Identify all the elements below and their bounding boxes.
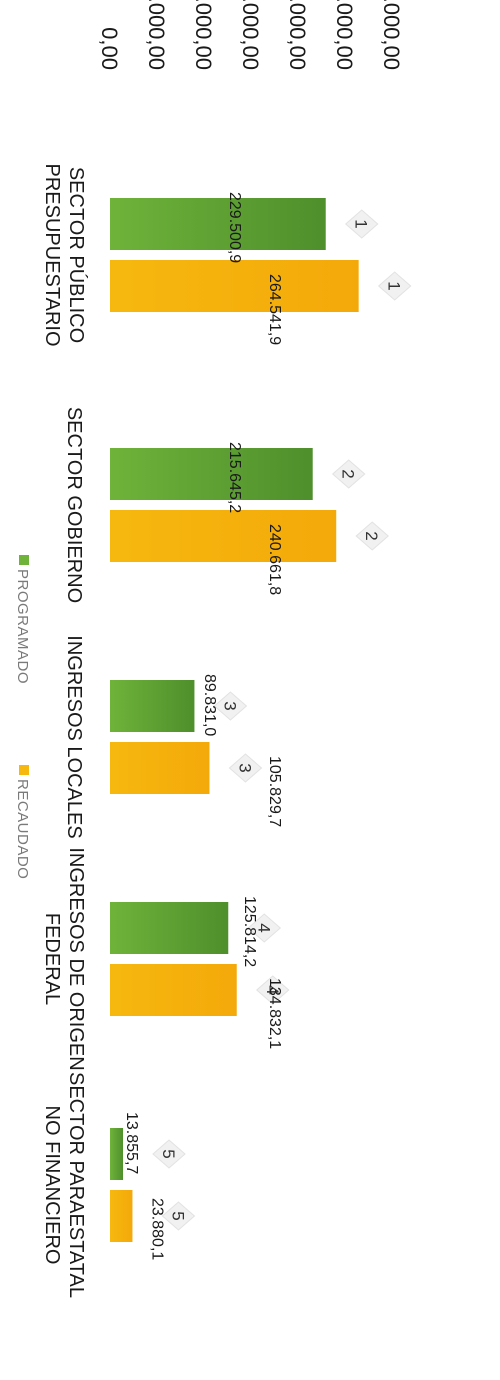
bar-recaudado-4	[110, 964, 237, 1016]
point-badge: 3	[228, 753, 263, 783]
point-badge: 3	[213, 691, 248, 721]
category-label: SECTOR GOBIERNO	[63, 407, 85, 603]
badge-shape	[213, 691, 248, 721]
category-label: SECTOR PÚBLICOPRESUPUESTARIO	[41, 164, 88, 347]
badge-shape	[247, 913, 282, 943]
chart-rotated-group: 0,00 50.000,00 100.000,00 150.000,00 200.000…	[14, 0, 412, 1298]
data-value-label: 215.645,2	[226, 442, 243, 513]
badge-shape	[377, 271, 412, 301]
badge-number: 2	[339, 469, 358, 478]
point-badge: 1	[344, 209, 379, 239]
category-label-line: SECTOR GOBIERNO	[63, 407, 85, 603]
point-badge: 4	[247, 913, 282, 943]
category-label-line: INGRESOS LOCALES	[63, 635, 85, 838]
category-label-line: SECTOR PARAESTATAL	[65, 1072, 87, 1298]
badge-shape	[228, 753, 263, 783]
data-value-label: 134.832,1	[266, 978, 283, 1049]
value-tick-label: 250.000,00	[332, 0, 357, 70]
point-badge: 5	[161, 1201, 196, 1231]
value-tick-label: 100.000,00	[191, 0, 216, 70]
legend-item: RECAUDADO	[14, 765, 31, 879]
data-value-label: 105.829,7	[266, 756, 283, 827]
legend-swatch	[19, 555, 29, 565]
category-axis: SECTOR PÚBLICOPRESUPUESTARIO SECTOR GOBIE…	[41, 164, 88, 1298]
bar-recaudado-5	[110, 1190, 133, 1242]
category-label-line: NO FINANCIERO	[41, 1106, 63, 1265]
badge-number: 4	[254, 923, 273, 932]
bar-recaudado-1	[110, 260, 359, 312]
value-axis: 0,00 50.000,00 100.000,00 150.000,00 200.000…	[97, 0, 404, 70]
badge-number: 1	[385, 281, 404, 290]
badge-number: 5	[159, 1149, 178, 1158]
bar-programado-1	[110, 198, 326, 250]
value-tick-label: 300.000,00	[379, 0, 404, 70]
data-value-label: 229.500,9	[226, 192, 243, 263]
point-badge: 2	[355, 521, 389, 551]
category-label-line: FEDERAL	[41, 913, 63, 1005]
point-badge: 2	[331, 459, 366, 489]
value-tick-label: 200.000,00	[285, 0, 310, 70]
legend-label: PROGRAMADO	[14, 569, 31, 684]
badge-shape	[355, 521, 389, 551]
legend-label: RECAUDADO	[14, 779, 31, 879]
badges-layer: 1 2 3 4 5 1 2 3 4 5	[152, 209, 412, 1231]
badge-shape	[331, 459, 366, 489]
legend-swatch	[19, 765, 29, 775]
data-value-label: 125.814,2	[241, 896, 258, 967]
category-label: INGRESOS LOCALES	[63, 635, 85, 838]
category-label: SECTOR PARAESTATALNO FINANCIERO	[41, 1072, 87, 1298]
bars-layer	[109, 198, 359, 1242]
category-label-line: SECTOR PÚBLICO	[65, 167, 88, 343]
bar-recaudado-3	[110, 742, 210, 794]
badge-number: 3	[235, 763, 254, 772]
value-tick-label: 0,00	[97, 27, 122, 70]
badge-number: 4	[263, 985, 282, 994]
badge-shape	[152, 1139, 186, 1169]
data-value-label: 240.661,8	[266, 524, 283, 595]
data-value-label: 264.541,9	[266, 274, 283, 345]
point-badge: 5	[152, 1139, 186, 1169]
bar-programado-2	[110, 448, 313, 500]
bar-programado-5	[109, 1128, 124, 1180]
bar-programado-4	[110, 902, 229, 954]
badge-number: 3	[220, 701, 239, 710]
bar-recaudado-2	[110, 510, 337, 562]
value-tick-label: 50.000,00	[144, 0, 169, 70]
badge-shape	[344, 209, 379, 239]
point-badge: 4	[255, 975, 290, 1005]
legend: PROGRAMADO RECAUDADO	[14, 555, 31, 879]
badge-shape	[161, 1201, 196, 1231]
badge-shape	[255, 975, 290, 1005]
value-labels-layer: 229.500,9 215.645,2 89.831,0 125.814,2 13.85…	[123, 192, 283, 1260]
category-label-line: INGRESOS DE ORIGEN	[65, 847, 87, 1070]
badge-number: 5	[168, 1211, 187, 1220]
badge-number: 1	[352, 219, 371, 228]
point-badge: 1	[377, 271, 412, 301]
legend-item: PROGRAMADO	[14, 555, 31, 684]
category-label-line: PRESUPUESTARIO	[41, 164, 63, 347]
value-tick-label: 150.000,00	[238, 0, 263, 70]
badge-number: 2	[362, 531, 381, 540]
data-value-label: 23.880,1	[148, 1198, 165, 1260]
data-value-label: 89.831,0	[201, 674, 218, 736]
bar-programado-3	[109, 680, 195, 732]
category-label: INGRESOS DE ORIGENFEDERAL	[41, 847, 87, 1070]
data-value-label: 13.855,7	[123, 1112, 140, 1174]
